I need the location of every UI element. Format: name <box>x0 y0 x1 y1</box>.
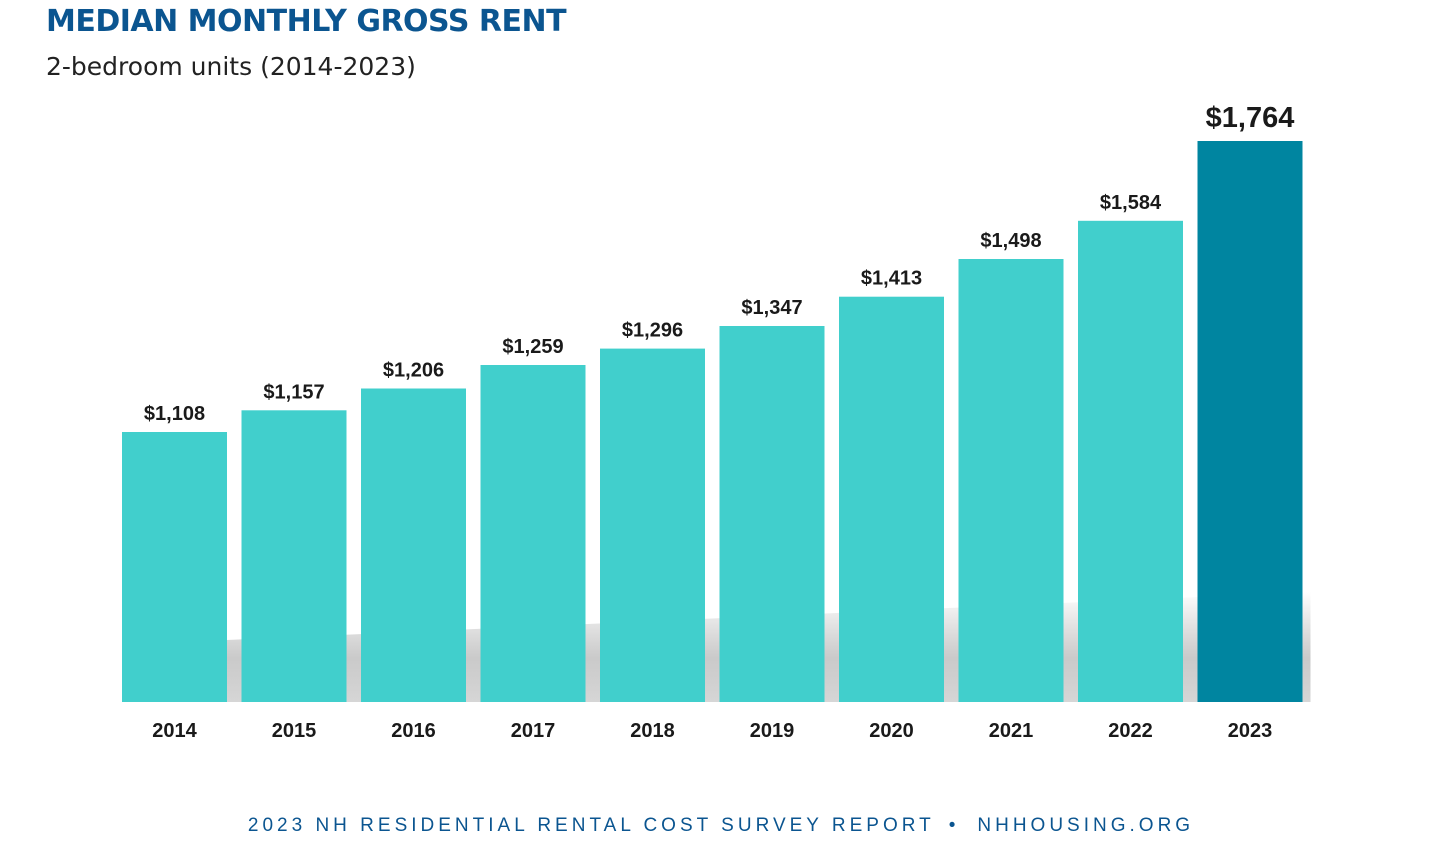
value-label-2015: $1,157 <box>263 381 324 403</box>
chart-subtitle: 2-bedroom units (2014-2023) <box>46 52 416 81</box>
bar-2021 <box>958 259 1064 702</box>
footer-report-title: 2023 NH RESIDENTIAL RENTAL COST SURVEY R… <box>247 815 935 836</box>
bar-2016 <box>361 388 466 702</box>
bar-2019 <box>719 326 825 702</box>
category-label-2015: 2015 <box>272 720 317 742</box>
value-label-2019: $1,347 <box>741 297 802 319</box>
category-label-2021: 2021 <box>989 720 1034 742</box>
value-label-2014: $1,108 <box>144 403 205 425</box>
bar-2017 <box>480 365 586 702</box>
footer: 2023 NH RESIDENTIAL RENTAL COST SURVEY R… <box>0 815 1442 837</box>
chart-title: MEDIAN MONTHLY GROSS RENT <box>46 4 567 39</box>
footer-website: NHHOUSING.ORG <box>977 815 1195 836</box>
category-label-2014: 2014 <box>152 720 197 742</box>
category-label-2018: 2018 <box>630 720 675 742</box>
value-label-2020: $1,413 <box>861 268 922 290</box>
category-label-2023: 2023 <box>1228 720 1273 742</box>
bar-2015 <box>241 410 347 702</box>
category-labels-layer: 2014 2015 2016 2017 2018 2019 2020 2021 2022 2023 <box>152 720 1272 742</box>
category-label-2022: 2022 <box>1108 720 1153 742</box>
category-label-2019: 2019 <box>750 720 795 742</box>
value-label-2023: $1,764 <box>1206 102 1295 134</box>
bar-2020 <box>839 296 944 702</box>
value-label-2021: $1,498 <box>980 230 1041 252</box>
bar-2014 <box>122 432 227 702</box>
value-label-2018: $1,296 <box>622 320 683 342</box>
value-label-2017: $1,259 <box>502 336 563 358</box>
category-label-2017: 2017 <box>511 720 556 742</box>
bar-2022 <box>1078 220 1183 703</box>
category-label-2016: 2016 <box>391 720 436 742</box>
bar-2018 <box>600 348 705 702</box>
bars-layer <box>122 141 1303 703</box>
bar-2023 <box>1197 141 1303 702</box>
footer-separator: • <box>948 815 960 836</box>
value-labels-layer: $1,108 $1,157 $1,206 $1,259 $1,296 $1,347 $1,4… <box>144 102 1294 425</box>
value-label-2016: $1,206 <box>383 360 444 382</box>
value-label-2022: $1,584 <box>1100 192 1162 214</box>
category-label-2020: 2020 <box>869 720 914 742</box>
bar-chart: $1,108 $1,157 $1,206 $1,259 $1,296 $1,347 $1,4… <box>122 102 1311 742</box>
